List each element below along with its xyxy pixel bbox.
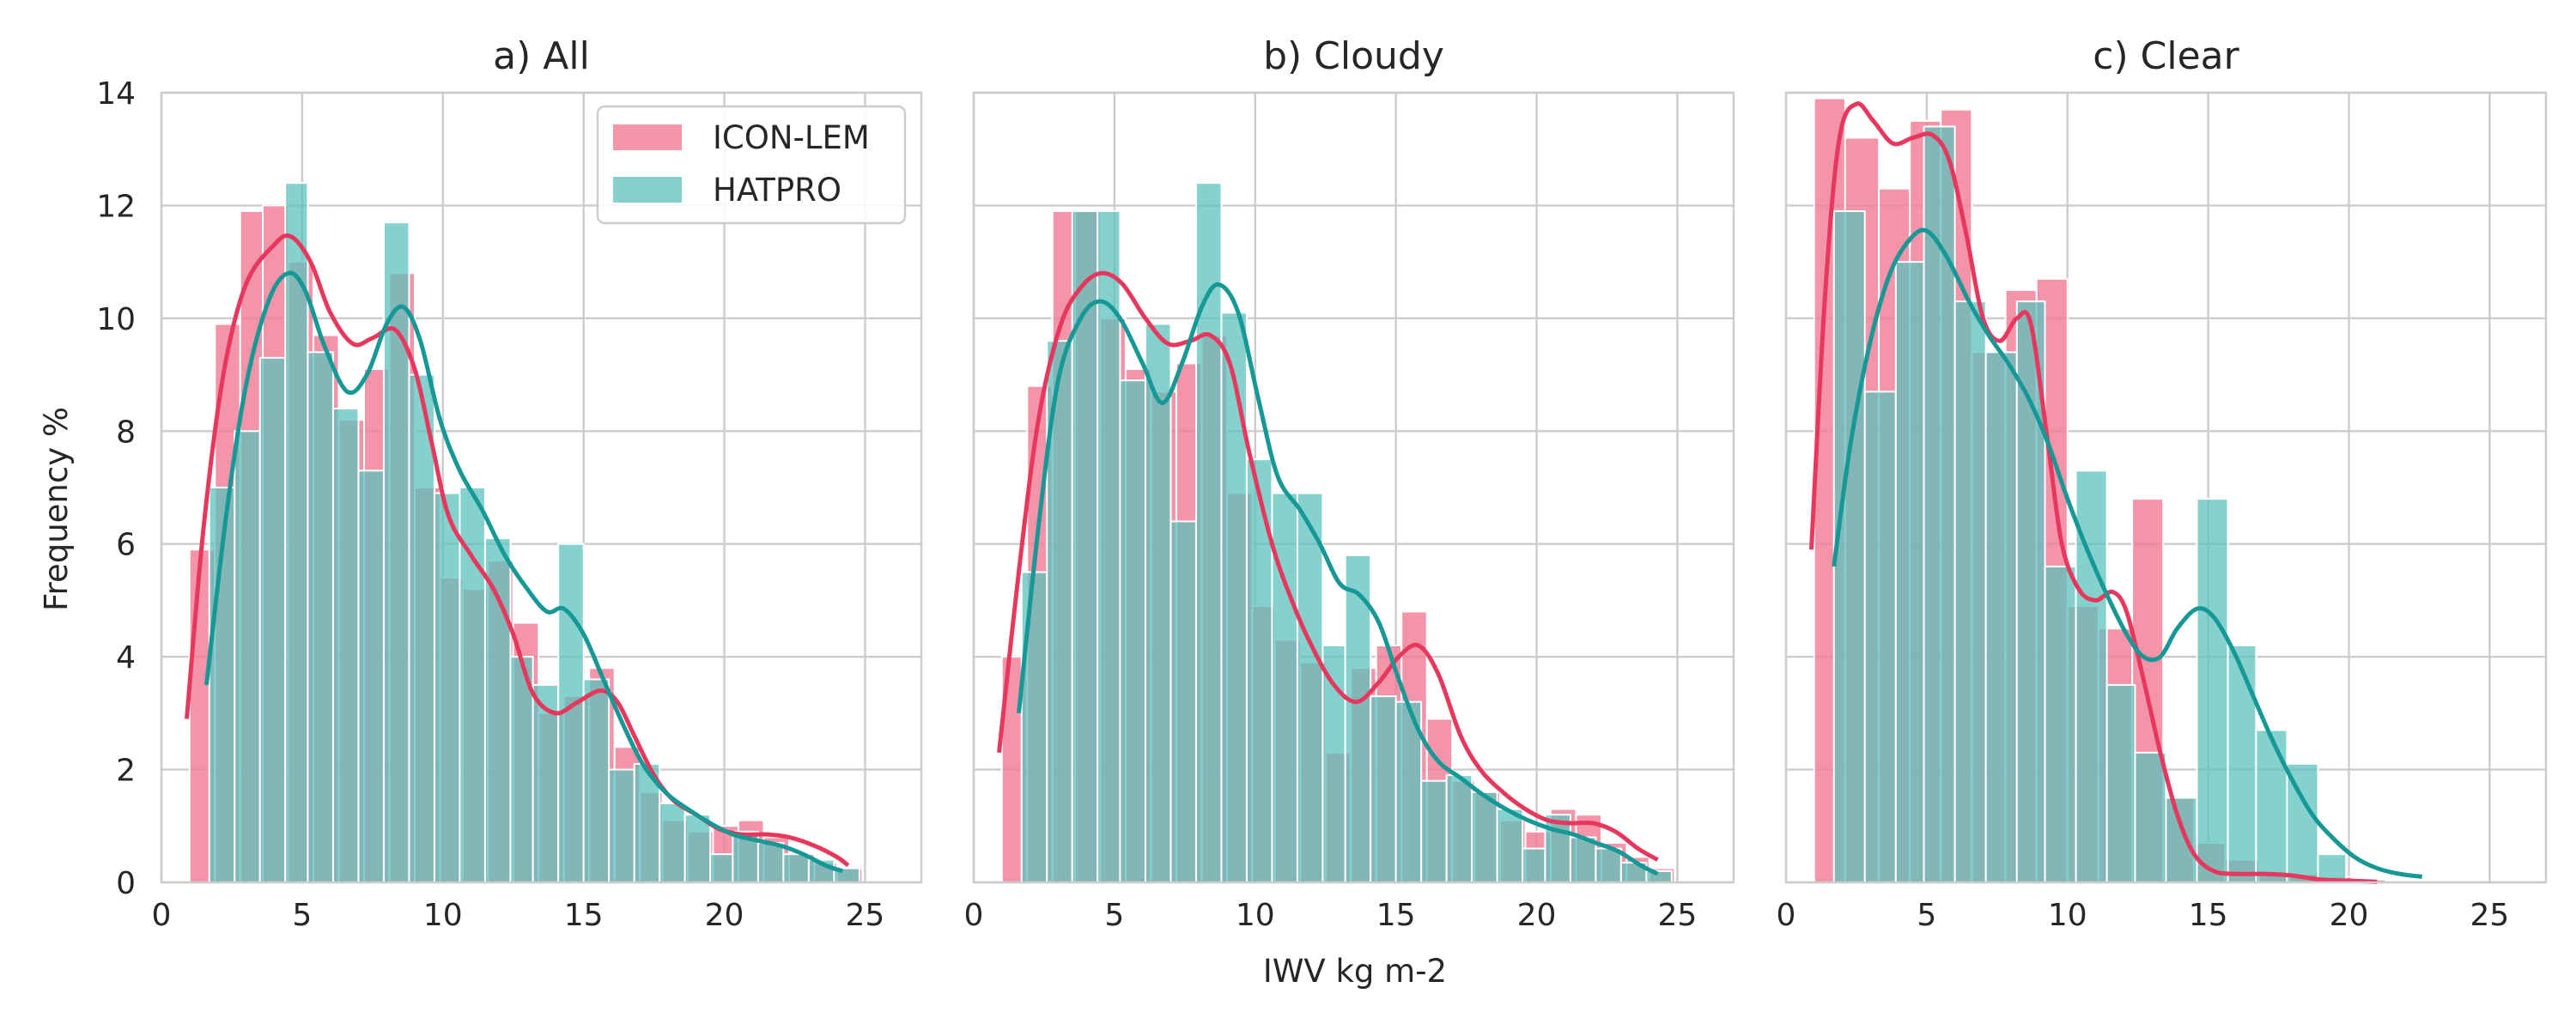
bar-hatpro: [1595, 847, 1622, 883]
bar-hatpro: [307, 351, 334, 883]
y-tick-label: 6: [116, 528, 136, 563]
axes-frame: [1784, 91, 2548, 884]
bar-hatpro: [608, 768, 635, 883]
bar-hatpro: [1445, 774, 1473, 884]
bar-hatpro: [1119, 379, 1146, 883]
bar-hatpro: [1923, 125, 1956, 883]
bar-hatpro: [284, 182, 309, 883]
bar-hatpro: [433, 492, 461, 883]
kde-line-icon-lem: [997, 270, 1659, 862]
bar-hatpro: [1863, 391, 1897, 883]
panel-0: a) All 0 5 10 15 20 25 0 2 4 6 8 10 12 14 ICON-LEM HATPR…: [96, 34, 923, 933]
y-tick-label: 4: [116, 640, 136, 676]
kde-line-hatpro: [1832, 227, 2423, 879]
bar-hatpro: [709, 853, 734, 884]
y-tick-label: 14: [96, 76, 136, 112]
bar-hatpro: [408, 373, 435, 884]
x-tick-label: 15: [1376, 898, 1416, 933]
bar-hatpro: [2255, 729, 2288, 883]
x-tick-label: 20: [2330, 898, 2369, 933]
x-tick-label: 0: [152, 898, 172, 933]
x-tick-label: 25: [1658, 898, 1698, 933]
kde-line-hatpro: [204, 270, 844, 874]
bar-hatpro: [782, 853, 810, 884]
bar-hatpro: [1296, 492, 1324, 883]
bar-hatpro: [1645, 869, 1673, 883]
bar-hatpro: [1496, 808, 1524, 883]
bar-hatpro: [1544, 814, 1571, 884]
bar-hatpro: [1894, 261, 1925, 883]
y-tick-label: 2: [116, 754, 136, 789]
panel-title: c) Clear: [2093, 34, 2239, 78]
bar-hatpro: [2044, 566, 2077, 883]
x-tick-label: 10: [1236, 898, 1275, 933]
bar-hatpro: [234, 430, 261, 883]
bar-hatpro: [582, 678, 611, 884]
y-tick-label: 8: [116, 415, 136, 450]
bar-hatpro: [532, 684, 560, 883]
x-tick-label: 15: [2189, 898, 2228, 933]
bar-hatpro: [2134, 751, 2167, 883]
bar-hatpro: [1194, 182, 1223, 883]
bar-hatpro: [1220, 312, 1248, 883]
bar-hatpro: [1471, 791, 1498, 883]
panel-title: a) All: [493, 34, 590, 78]
bar-hatpro: [1420, 779, 1448, 884]
y-tick-label: 12: [96, 189, 136, 224]
x-axis-label: IWV kg m-2: [1263, 953, 1447, 990]
legend-swatch-icon-lem: [613, 124, 682, 150]
bar-hatpro: [1569, 836, 1597, 884]
bar-hatpro: [2165, 797, 2198, 884]
legend-label: HATPRO: [713, 172, 841, 209]
x-tick-label: 10: [2048, 898, 2087, 933]
x-tick-label: 15: [564, 898, 604, 933]
x-tick-label: 20: [705, 898, 744, 933]
bar-hatpro: [1370, 695, 1397, 884]
panel-1: b) Cloudy 0 5 10 15 20 25: [964, 34, 1735, 933]
y-tick-label: 10: [96, 302, 136, 337]
bar-hatpro: [459, 487, 486, 883]
x-tick-label: 25: [2470, 898, 2510, 933]
axes-frame: [160, 91, 923, 884]
x-tick-label: 0: [964, 898, 984, 933]
bar-hatpro: [1953, 300, 1987, 883]
bar-hatpro: [2196, 498, 2229, 884]
bar-hatpro: [2227, 645, 2257, 883]
axes-frame: [972, 91, 1735, 884]
bar-hatpro: [1522, 847, 1546, 883]
bar-hatpro: [483, 537, 512, 884]
bar-hatpro: [756, 842, 785, 883]
x-tick-label: 5: [1917, 898, 1936, 933]
bar-hatpro: [1144, 323, 1172, 883]
x-tick-label: 5: [292, 898, 312, 933]
y-tick-label: 0: [116, 866, 136, 901]
bar-hatpro: [1984, 351, 2018, 883]
bar-hatpro: [659, 803, 686, 883]
x-tick-label: 5: [1104, 898, 1124, 933]
legend-swatch-hatpro: [613, 177, 682, 203]
x-tick-label: 25: [846, 898, 885, 933]
y-axis-label: Frequency %: [38, 407, 75, 611]
kde-line-hatpro: [1016, 282, 1659, 876]
panel-title: b) Cloudy: [1263, 34, 1444, 78]
x-tick-label: 20: [1517, 898, 1557, 933]
bar-hatpro: [1170, 520, 1197, 884]
bar-hatpro: [2105, 684, 2136, 883]
bar-hatpro: [1020, 571, 1048, 883]
bar-hatpro: [357, 470, 385, 883]
bar-hatpro: [331, 408, 360, 883]
x-tick-label: 0: [1777, 898, 1796, 933]
legend: ICON-LEM HATPRO: [596, 105, 907, 225]
bar-hatpro: [1321, 645, 1346, 883]
legend-label: ICON-LEM: [713, 119, 870, 156]
x-tick-label: 10: [423, 898, 463, 933]
panels: a) All 0 5 10 15 20 25 0 2 4 6 8 10 12 14 ICON-LEM HATPR…: [96, 34, 2548, 933]
bar-hatpro: [683, 814, 712, 884]
bar-hatpro: [258, 356, 287, 884]
panel-2: c) Clear 0 5 10 15 20 25: [1777, 34, 2548, 933]
